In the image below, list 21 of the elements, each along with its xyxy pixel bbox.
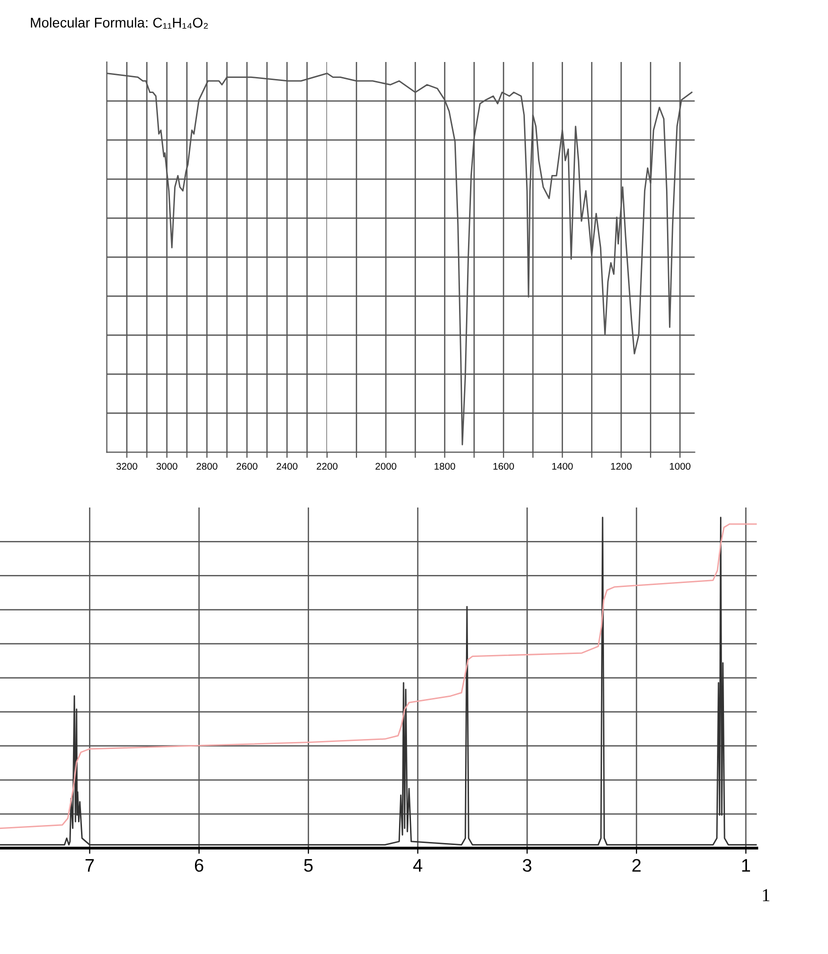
x-tick-label: 6 (194, 859, 204, 872)
x-tick-label: 3200 (116, 462, 138, 470)
x-tick-label: 4 (413, 859, 422, 872)
x-tick-label: 7 (86, 859, 94, 872)
x-tick-label: 5 (304, 859, 313, 872)
x-tick-label: 2 (632, 859, 641, 872)
x-tick-label: 1000 (670, 462, 690, 470)
x-tick-label: 2800 (196, 462, 218, 470)
x-tick-label: 3 (522, 859, 532, 872)
x-tick-label: 1600 (493, 462, 514, 470)
x-tick-label: 3000 (156, 462, 178, 470)
x-tick-label: 1800 (434, 462, 456, 470)
x-tick-label: 2600 (236, 462, 258, 470)
x-tick-label: 2400 (276, 462, 298, 470)
x-tick-label: 2200 (316, 462, 338, 470)
x-tick-label: 1200 (611, 462, 632, 470)
x-tick-label: 2000 (376, 462, 396, 470)
x-tick-label: 1400 (552, 462, 573, 470)
x-tick-label: 1 (742, 859, 750, 872)
text: 1 (762, 889, 770, 902)
chart-title: Molecular Formula: C₁₁H₁₄O₂ (30, 17, 208, 29)
